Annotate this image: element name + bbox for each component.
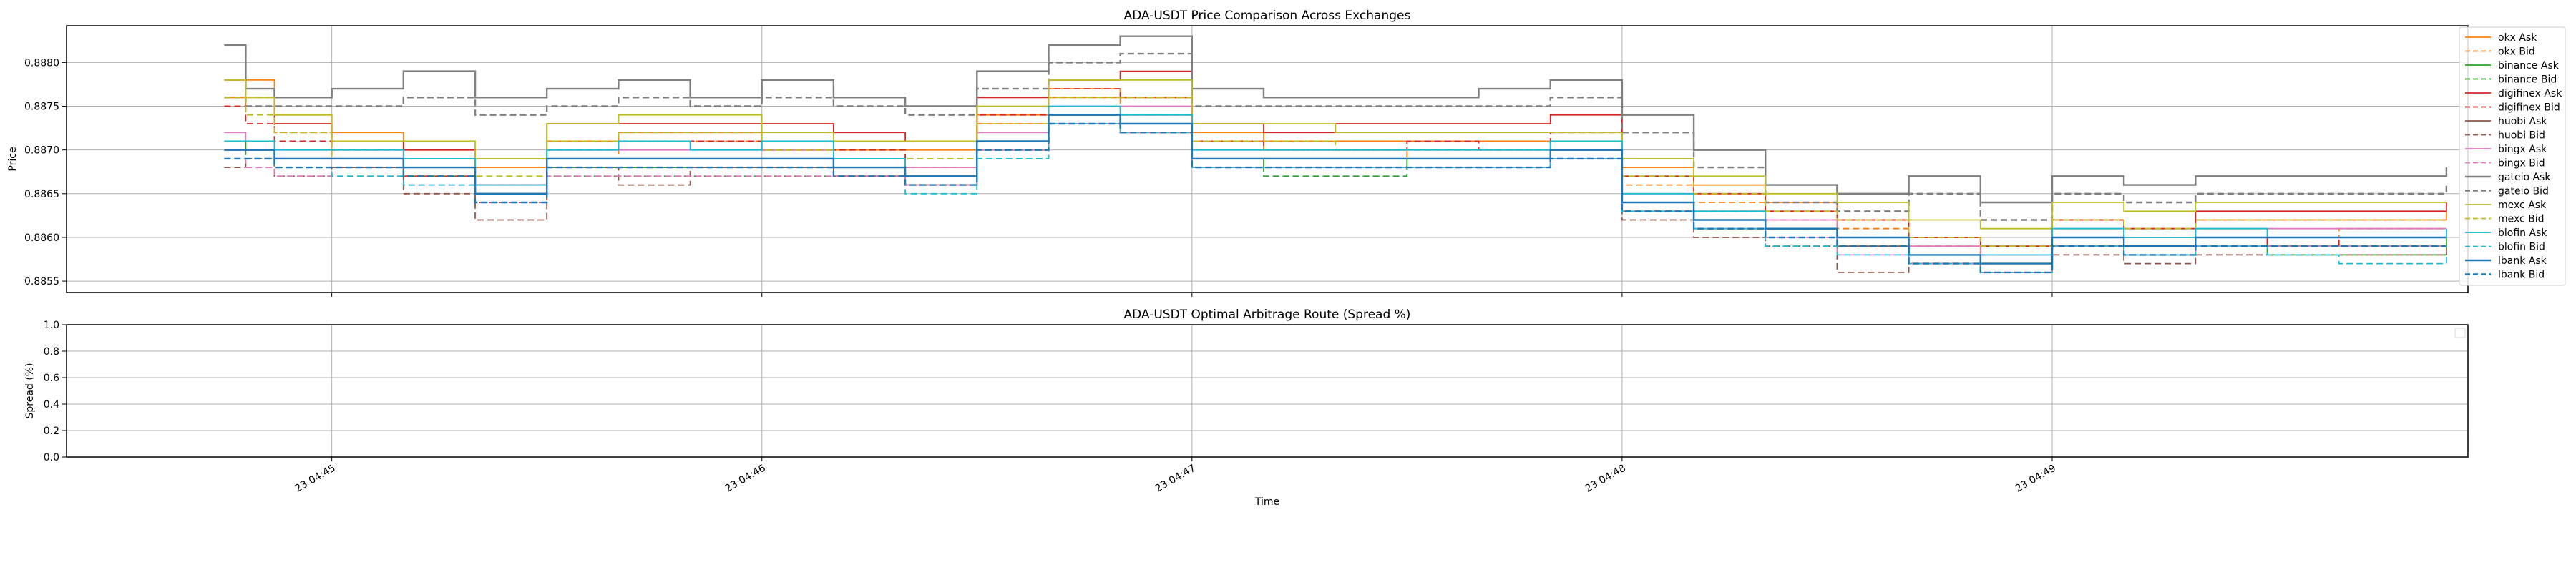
legend-box [2459,26,2566,286]
legend-entry: huobi Ask [2498,116,2547,127]
series-line-lbank-bid [224,122,2446,274]
legend-entry: binance Bid [2498,74,2557,86]
price-ytick-label: 0.8875 [24,102,59,113]
legend-entry: blofin Bid [2498,242,2545,253]
legend-entry: lbank Ask [2498,255,2547,267]
spread-ytick-label: 0.4 [44,399,59,411]
spread-y-axis-label: Spread (%) [24,363,36,419]
legend-entry: huobi Bid [2498,130,2545,142]
price-ytick-label: 0.8860 [24,232,59,244]
price-ytick-label: 0.8855 [24,276,59,288]
legend-entry: binance Ask [2498,60,2560,72]
price-ytick-label: 0.8870 [24,145,59,157]
spread-ytick-label: 1.0 [44,320,59,331]
legend-entry: digifinex Ask [2498,88,2562,99]
legend-entry: bingx Bid [2498,158,2545,169]
series-line-lbank-ask [224,114,2446,265]
spread-xtick-label: 23 04:46 [723,463,768,495]
legend-entry: digifinex Bid [2498,102,2560,114]
spread-ytick-label: 0.6 [44,373,59,384]
series-line-huobi-bid [224,123,2447,273]
legend-entry: bingx Ask [2498,144,2547,155]
legend-entry: mexc Ask [2498,200,2547,211]
spread-axes-frame [66,324,2469,458]
series-line-huobi-ask [224,114,2446,265]
spread-chart-title: ADA-USDT Optimal Arbitrage Route (Spread… [1124,308,1411,322]
spread-x-axis-label: Time [1254,496,1279,508]
series-line-bingx-bid [224,123,2446,273]
empty-legend-box [2454,328,2466,338]
series-line-gateio-bid [224,52,2448,221]
series-line-digifinex-bid [224,88,2447,273]
series-line-gateio-ask [224,35,2448,204]
price-ytick-label: 0.8865 [24,189,59,200]
series-line-binance-bid [224,123,2447,273]
series-line-mexc-bid [224,97,2446,247]
spread-ytick-label: 0.2 [44,426,59,437]
legend-entry: gateio Ask [2498,172,2551,183]
legend-entry: gateio Bid [2498,186,2549,197]
spread-xtick-label: 23 04:49 [2014,463,2058,495]
legend-entry: mexc Bid [2498,214,2545,225]
price-ytick-label: 0.8880 [24,57,59,69]
legend-entry: okx Ask [2498,32,2537,44]
legend-entry: okx Bid [2498,46,2535,58]
series-line-binance-ask [224,114,2447,265]
spread-xtick-label: 23 04:48 [1584,463,1628,495]
legend-entry: blofin Ask [2498,227,2547,239]
series-line-blofin-bid [224,123,2447,273]
series-line-mexc-ask [224,79,2446,230]
spread-xtick-label: 23 04:47 [1153,463,1198,495]
price-axis-ticks: 0.8855 0.8860 0.8865 0.8870 0.8875 0.8880 [24,57,2053,297]
spread-gridlines [67,324,2468,458]
series-line-okx-bid [224,97,2446,265]
price-legend: okx Ask okx Bid binance Ask binance Bid digi… [2459,26,2566,286]
legend-entry: lbank Bid [2498,270,2545,281]
price-series-lines [224,35,2448,274]
spread-xtick-label: 23 04:45 [293,463,337,495]
spread-ytick-label: 0.8 [44,346,59,358]
price-y-axis-label: Price [7,147,19,171]
price-chart-title: ADA-USDT Price Comparison Across Exchang… [1124,9,1411,23]
spread-legend-empty [2454,328,2466,338]
spread-ytick-label: 0.0 [44,452,59,463]
spread-axis-ticks: 0.0 0.2 0.4 0.6 0.8 1.0 23 04:45 23 04:46 23 04:… [44,320,2058,495]
